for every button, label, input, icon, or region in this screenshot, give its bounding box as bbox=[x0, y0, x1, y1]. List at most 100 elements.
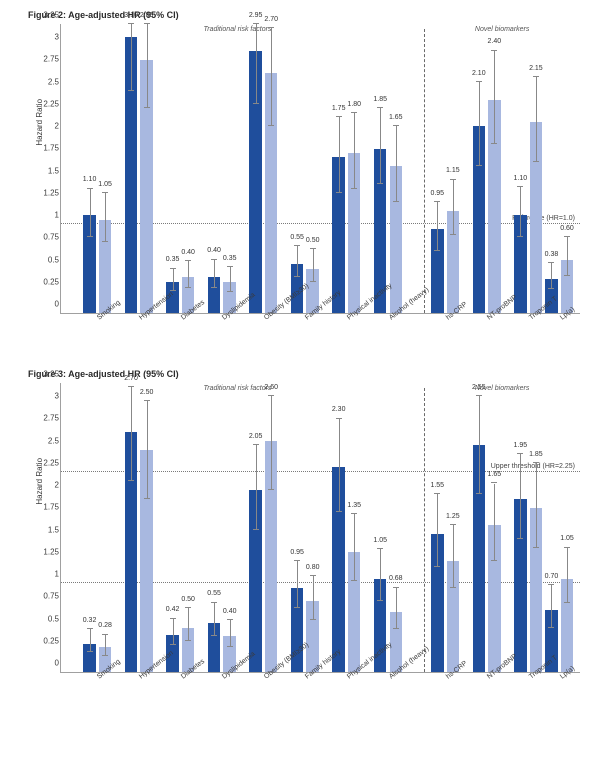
group-label: Novel biomarkers bbox=[475, 26, 529, 33]
x-tick-label: hs-CRP bbox=[445, 675, 473, 711]
bar-value-label: 1.95 bbox=[514, 442, 528, 449]
x-tick-label: Family history bbox=[304, 675, 332, 711]
error-bar bbox=[380, 108, 381, 184]
error-cap bbox=[294, 607, 300, 608]
error-bar bbox=[188, 608, 189, 641]
error-cap bbox=[211, 259, 217, 260]
chart-title: Figure 2: Age-adjusted HR (95% CI) bbox=[28, 10, 590, 20]
error-cap bbox=[102, 655, 108, 656]
y-tick-label: 1.5 bbox=[33, 166, 59, 175]
bar-value-label: 0.35 bbox=[166, 256, 180, 263]
error-cap bbox=[227, 619, 233, 620]
y-tick-label: 0.75 bbox=[33, 592, 59, 601]
error-cap bbox=[227, 266, 233, 267]
error-bar bbox=[396, 588, 397, 630]
error-bar bbox=[354, 514, 355, 582]
x-tick-label: Hypertension bbox=[138, 316, 166, 352]
bar-value-label: 1.35 bbox=[347, 502, 361, 509]
error-cap bbox=[102, 634, 108, 635]
x-tick-label: Lp(a) bbox=[559, 675, 587, 711]
error-bar bbox=[173, 269, 174, 291]
error-bar bbox=[173, 619, 174, 646]
bar-value-label: 2.60 bbox=[264, 384, 278, 391]
error-bar bbox=[339, 419, 340, 512]
error-bar bbox=[437, 494, 438, 567]
y-tick-label: 3.25 bbox=[33, 11, 59, 20]
error-cap bbox=[548, 584, 554, 585]
bar-value-label: 1.10 bbox=[83, 176, 97, 183]
error-bar bbox=[536, 77, 537, 161]
bar-value-label: 2.70 bbox=[264, 16, 278, 23]
bar-value-label: 2.40 bbox=[488, 38, 502, 45]
error-cap bbox=[185, 287, 191, 288]
y-tick-label: 3.25 bbox=[33, 370, 59, 379]
group-label: Traditional risk factors bbox=[203, 26, 271, 33]
error-cap bbox=[377, 183, 383, 184]
error-cap bbox=[294, 276, 300, 277]
error-bar bbox=[297, 561, 298, 608]
error-cap bbox=[434, 250, 440, 251]
x-axis: SmokingHypertensionDiabetesDyslipidemiaO… bbox=[60, 673, 580, 703]
error-cap bbox=[336, 192, 342, 193]
error-cap bbox=[548, 627, 554, 628]
y-tick-label: 0.75 bbox=[33, 233, 59, 242]
y-tick-label: 0 bbox=[33, 300, 59, 309]
error-cap bbox=[310, 248, 316, 249]
error-bar bbox=[520, 454, 521, 538]
bar-value-label: 2.30 bbox=[332, 406, 346, 413]
bar-value-label: 2.70 bbox=[124, 375, 138, 382]
error-cap bbox=[102, 241, 108, 242]
group-divider bbox=[424, 29, 425, 313]
error-cap bbox=[144, 498, 150, 499]
error-bar bbox=[214, 603, 215, 637]
bar-value-label: 0.28 bbox=[98, 622, 112, 629]
error-cap bbox=[170, 644, 176, 645]
bar-value-label: 0.60 bbox=[560, 225, 574, 232]
error-cap bbox=[310, 281, 316, 282]
error-cap bbox=[517, 538, 523, 539]
error-cap bbox=[185, 260, 191, 261]
error-bar bbox=[188, 261, 189, 288]
x-tick-label: Diabetes bbox=[180, 316, 208, 352]
x-tick-label: Troponin T bbox=[528, 675, 556, 711]
x-tick-label: Family history bbox=[304, 316, 332, 352]
y-tick-label: 0.5 bbox=[33, 255, 59, 264]
x-tick-label: Diabetes bbox=[180, 675, 208, 711]
error-cap bbox=[533, 76, 539, 77]
error-cap bbox=[434, 201, 440, 202]
group-divider bbox=[424, 388, 425, 672]
y-tick-label: 1.25 bbox=[33, 547, 59, 556]
error-bar bbox=[567, 237, 568, 275]
y-tick-label: 2.5 bbox=[33, 77, 59, 86]
bar-value-label: 0.35 bbox=[223, 255, 237, 262]
error-cap bbox=[564, 236, 570, 237]
x-axis: SmokingHypertensionDiabetesDyslipidemiaO… bbox=[60, 314, 580, 344]
error-cap bbox=[268, 489, 274, 490]
bar-value-label: 2.10 bbox=[472, 70, 486, 77]
x-tick-label: Alcohol (heavy) bbox=[388, 316, 416, 352]
error-cap bbox=[87, 236, 93, 237]
bar-value-label: 0.80 bbox=[306, 564, 320, 571]
bar-value-label: 2.85 bbox=[140, 12, 154, 19]
error-cap bbox=[548, 288, 554, 289]
error-bar bbox=[437, 202, 438, 251]
error-cap bbox=[491, 50, 497, 51]
error-bar bbox=[396, 126, 397, 202]
error-bar bbox=[230, 620, 231, 647]
error-bar bbox=[453, 180, 454, 235]
bar-value-label: 1.10 bbox=[514, 175, 528, 182]
error-cap bbox=[170, 268, 176, 269]
y-tick-label: 0.5 bbox=[33, 614, 59, 623]
group-label: Traditional risk factors bbox=[203, 385, 271, 392]
reference-line-label: Upper threshold (HR=2.25) bbox=[490, 463, 576, 470]
error-cap bbox=[491, 560, 497, 561]
error-cap bbox=[185, 607, 191, 608]
chart-panel: Figure 3: Age-adjusted HR (95% CI)00.250… bbox=[10, 369, 590, 703]
bar-value-label: 1.85 bbox=[529, 451, 543, 458]
error-cap bbox=[393, 628, 399, 629]
error-cap bbox=[450, 234, 456, 235]
error-cap bbox=[336, 116, 342, 117]
error-cap bbox=[128, 90, 134, 91]
error-bar bbox=[90, 629, 91, 652]
bar-value-label: 0.50 bbox=[181, 596, 195, 603]
